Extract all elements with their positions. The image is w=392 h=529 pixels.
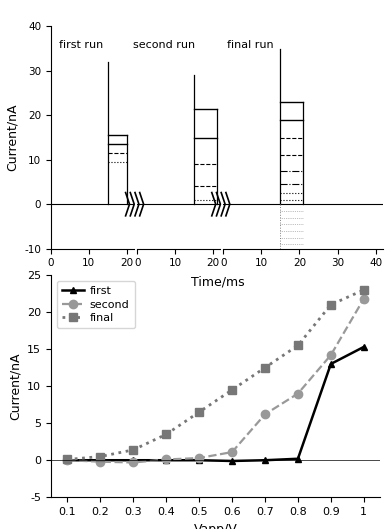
second: [230, 449, 234, 455]
second: [361, 296, 366, 302]
first: [65, 457, 70, 463]
Y-axis label: Current/nA: Current/nA: [6, 104, 19, 171]
final: [296, 342, 300, 349]
Text: first run: first run: [59, 40, 103, 50]
second: [131, 459, 136, 466]
final: [328, 302, 333, 308]
first: [296, 455, 300, 462]
final: [131, 446, 136, 453]
first: [263, 457, 267, 463]
Line: first: first: [64, 343, 367, 464]
first: [197, 457, 201, 463]
second: [164, 457, 169, 463]
final: [361, 287, 366, 293]
final: [65, 457, 70, 463]
Text: final run: final run: [227, 40, 273, 50]
final: [263, 364, 267, 371]
second: [65, 457, 70, 463]
Text: second run: second run: [132, 40, 195, 50]
second: [197, 455, 201, 461]
first: [131, 457, 136, 463]
second: [263, 411, 267, 417]
first: [361, 344, 366, 350]
Line: second: second: [63, 295, 368, 467]
Line: final: final: [63, 286, 368, 463]
final: [164, 431, 169, 437]
second: [296, 390, 300, 397]
Legend: first, second, final: first, second, final: [56, 281, 135, 329]
final: [197, 409, 201, 415]
final: [230, 387, 234, 393]
first: [164, 457, 169, 463]
second: [98, 459, 103, 465]
final: [98, 453, 103, 460]
first: [230, 458, 234, 464]
Text: Time/ms: Time/ms: [191, 275, 244, 288]
X-axis label: Vapp/V: Vapp/V: [194, 523, 238, 529]
second: [328, 352, 333, 358]
Y-axis label: Current/nA: Current/nA: [9, 352, 22, 420]
first: [328, 361, 333, 367]
first: [98, 457, 103, 463]
